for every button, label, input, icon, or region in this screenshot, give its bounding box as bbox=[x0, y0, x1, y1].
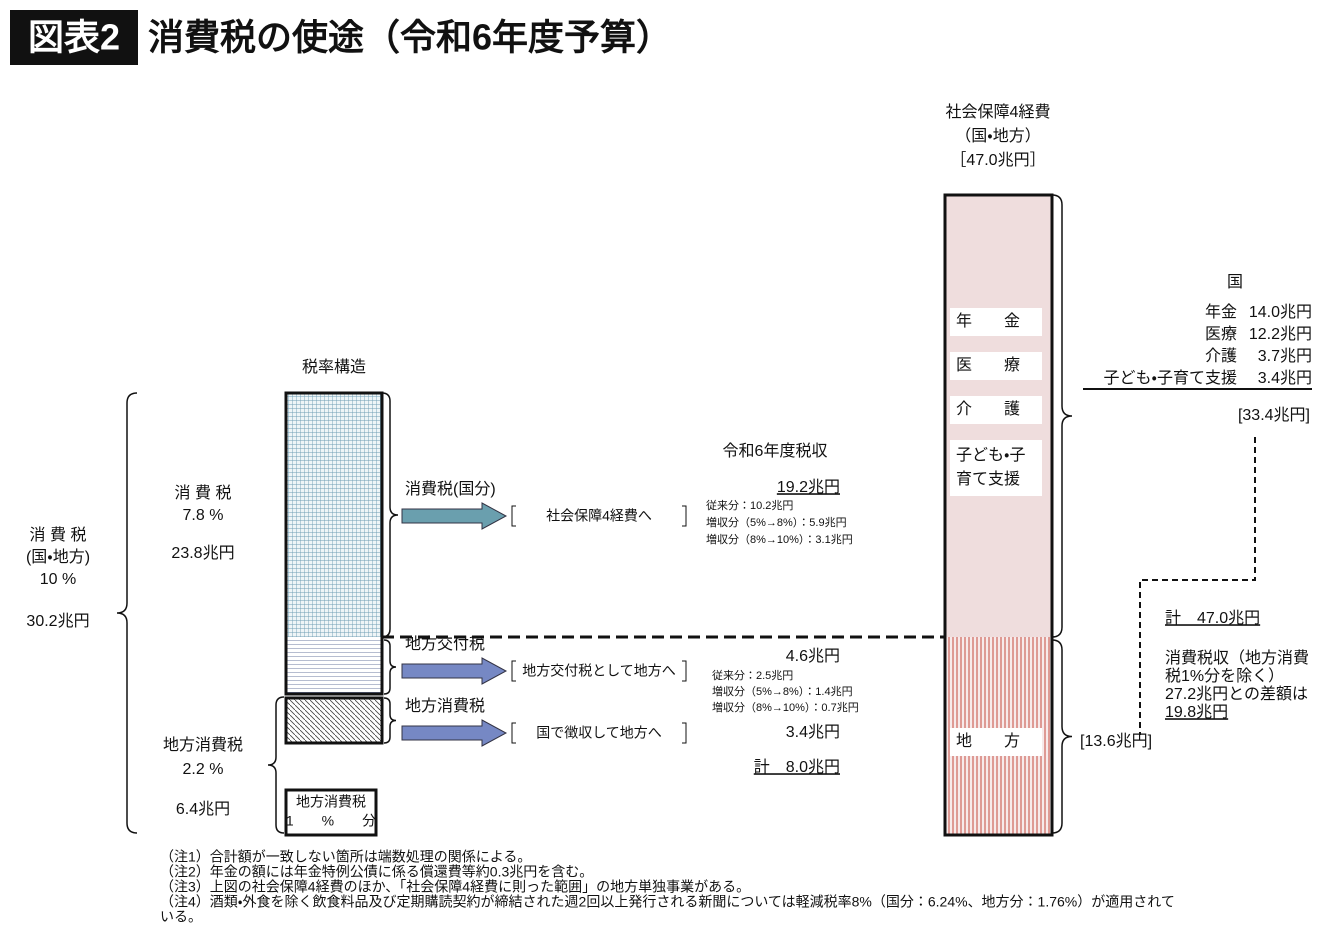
note: （注3）上図の社会保障4経費のほか、「社会保障4経費に則った範囲」の地方単独事業… bbox=[160, 879, 750, 895]
bracket bbox=[511, 505, 687, 527]
brace bbox=[1051, 639, 1073, 834]
item-name: 子ども・子育て支援 bbox=[1104, 369, 1237, 387]
bracket bbox=[511, 660, 687, 682]
item-amount: 12.2兆円 bbox=[1249, 325, 1312, 343]
note: （注1）合計額が一致しない箇所は端数処理の関係による。 bbox=[160, 849, 531, 865]
brace bbox=[267, 696, 285, 834]
label: (国・地方) bbox=[26, 548, 90, 566]
breakdown: 増収分（5%→8%）：5.9兆円 bbox=[706, 516, 847, 529]
label: 1 % 分 bbox=[286, 813, 376, 829]
label: 国 bbox=[1227, 274, 1243, 291]
subtotal: [13.6兆円] bbox=[1080, 732, 1152, 750]
bar-frame bbox=[943, 193, 1054, 837]
label: 地方消費税 bbox=[296, 794, 366, 810]
amount: 3.4兆円 bbox=[786, 723, 840, 741]
arrow bbox=[401, 719, 508, 747]
total: 計 47.0兆円 bbox=[1165, 609, 1260, 627]
label: 消 費 税 bbox=[175, 484, 232, 502]
label: （国・地方） bbox=[955, 127, 1040, 145]
bar-label: 医 療 bbox=[956, 356, 1020, 374]
item-name: 介護 bbox=[1205, 347, 1237, 365]
brace bbox=[1051, 194, 1073, 638]
brace bbox=[381, 392, 399, 638]
label: ［47.0兆円］ bbox=[950, 151, 1045, 169]
bar-label: 介 護 bbox=[956, 400, 1020, 418]
arrow bbox=[401, 502, 508, 530]
connector bbox=[1139, 437, 1256, 735]
item-amount: 3.4兆円 bbox=[1258, 369, 1312, 387]
bracket bbox=[511, 722, 687, 744]
item-name: 医療 bbox=[1205, 325, 1237, 343]
box bbox=[284, 391, 384, 696]
label: 30.2兆円 bbox=[26, 612, 89, 630]
flow-source: 地方消費税 bbox=[405, 697, 485, 715]
label-bg bbox=[950, 440, 1042, 496]
brace bbox=[383, 639, 397, 695]
amount: 4.6兆円 bbox=[786, 647, 840, 665]
breakdown: 増収分（8%→10%）：3.1兆円 bbox=[706, 533, 853, 546]
breakdown: 従来分：10.2兆円 bbox=[706, 499, 793, 512]
allocation-segment bbox=[286, 637, 382, 694]
label: 7.8 % bbox=[183, 507, 224, 524]
label: 令和6年度税収 bbox=[723, 442, 828, 460]
label: 23.8兆円 bbox=[171, 544, 234, 562]
item-amount: 3.7兆円 bbox=[1258, 347, 1312, 365]
label: 社会保障4経費 bbox=[946, 103, 1051, 121]
note: 税1%分を除く） bbox=[1165, 667, 1284, 685]
brace bbox=[383, 697, 397, 744]
label: 10 % bbox=[40, 571, 76, 588]
note: 19.8兆円 bbox=[1165, 703, 1228, 721]
label: 税率構造 bbox=[302, 358, 366, 376]
label-bg bbox=[950, 352, 1042, 380]
label-bg bbox=[950, 396, 1042, 424]
subtotal: [33.4兆円] bbox=[1238, 406, 1310, 424]
label: 2.2 % bbox=[183, 761, 224, 778]
amount: 19.2兆円 bbox=[777, 478, 840, 496]
item-amount: 14.0兆円 bbox=[1249, 303, 1312, 321]
national-segment bbox=[286, 393, 382, 637]
label-bg bbox=[950, 728, 1042, 756]
label-bg bbox=[950, 308, 1042, 336]
flow-destination: 社会保障4経費へ bbox=[546, 508, 652, 524]
breakdown: 増収分（5%→8%）：1.4兆円 bbox=[712, 685, 853, 698]
arrow bbox=[401, 657, 508, 685]
flow-destination: 地方交付税として地方へ bbox=[522, 663, 676, 679]
item-name: 年金 bbox=[1205, 303, 1237, 321]
title: 消費税の使途（令和6年度予算） bbox=[148, 17, 672, 58]
note: （注4）酒類・外食を除く飲食料品及び定期購読契約が締結された週2回以上発行される… bbox=[160, 894, 1175, 910]
total: 計 8.0兆円 bbox=[754, 758, 840, 776]
local-segment bbox=[284, 696, 384, 745]
badge-bg bbox=[10, 10, 138, 65]
label: 消 費 税 bbox=[30, 526, 87, 544]
flow-destination: 国で徴収して地方へ bbox=[536, 725, 662, 741]
flow-source: 消費税(国分) bbox=[405, 480, 496, 498]
note: （注2）年金の額には年金特例公債に係る償還費等約0.3兆円を含む。 bbox=[160, 864, 593, 880]
bar-label: 育て支援 bbox=[956, 470, 1020, 488]
breakdown: 増収分（8%→10%）：0.7兆円 bbox=[712, 701, 859, 714]
badge: 図表2 bbox=[28, 17, 120, 58]
note: いる。 bbox=[160, 909, 202, 925]
flow-source: 地方交付税 bbox=[405, 635, 485, 653]
bar-label: 年 金 bbox=[956, 312, 1020, 330]
bar-label: 子ども・子 bbox=[956, 446, 1025, 464]
brace bbox=[116, 392, 138, 834]
note: 消費税収（地方消費 bbox=[1165, 649, 1309, 667]
breakdown: 従来分：2.5兆円 bbox=[712, 669, 793, 682]
bar-label: 地 方 bbox=[956, 732, 1020, 750]
label: 地方消費税 bbox=[163, 736, 243, 754]
label: 6.4兆円 bbox=[176, 800, 230, 818]
note: 27.2兆円との差額は bbox=[1165, 685, 1308, 703]
small-box bbox=[284, 788, 378, 837]
